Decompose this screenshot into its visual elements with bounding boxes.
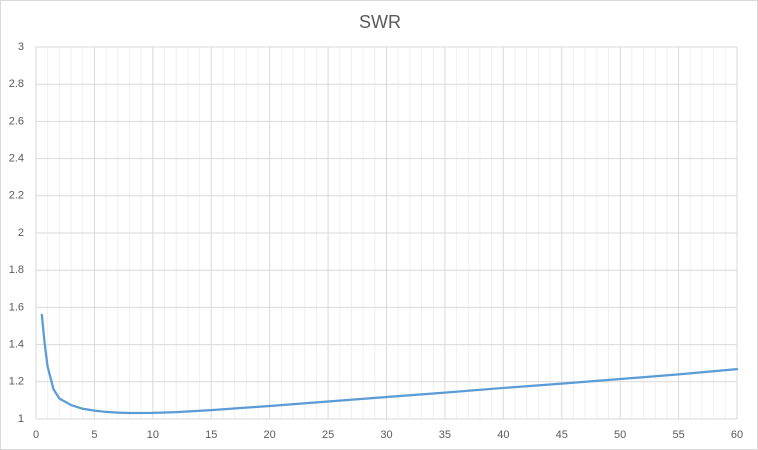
x-tick-label: 5 xyxy=(91,429,97,441)
y-tick-label: 1.2 xyxy=(9,376,24,388)
y-tick-label: 3 xyxy=(18,41,24,53)
y-tick-label: 2.4 xyxy=(9,153,24,165)
x-tick-label: 40 xyxy=(497,429,509,441)
y-tick-label: 1 xyxy=(18,413,24,425)
y-tick-label: 2.2 xyxy=(9,190,24,202)
y-tick-label: 2.8 xyxy=(9,78,24,90)
x-tick-label: 25 xyxy=(322,429,334,441)
y-tick-label: 2.6 xyxy=(9,115,24,127)
x-tick-label: 0 xyxy=(33,429,39,441)
x-tick-label: 55 xyxy=(672,429,684,441)
x-tick-label: 50 xyxy=(614,429,626,441)
x-tick-label: 15 xyxy=(205,429,217,441)
x-tick-label: 20 xyxy=(264,429,276,441)
x-tick-label: 45 xyxy=(556,429,568,441)
y-tick-label: 1.4 xyxy=(9,339,24,351)
x-tick-label: 10 xyxy=(147,429,159,441)
y-tick-label: 1.8 xyxy=(9,264,24,276)
x-tick-label: 30 xyxy=(380,429,392,441)
y-tick-label: 1.6 xyxy=(9,301,24,313)
chart-title: SWR xyxy=(359,12,401,32)
series-line xyxy=(40,313,739,415)
y-tick-label: 2 xyxy=(18,227,24,239)
x-tick-label: 35 xyxy=(439,429,451,441)
x-tick-label: 60 xyxy=(731,429,743,441)
